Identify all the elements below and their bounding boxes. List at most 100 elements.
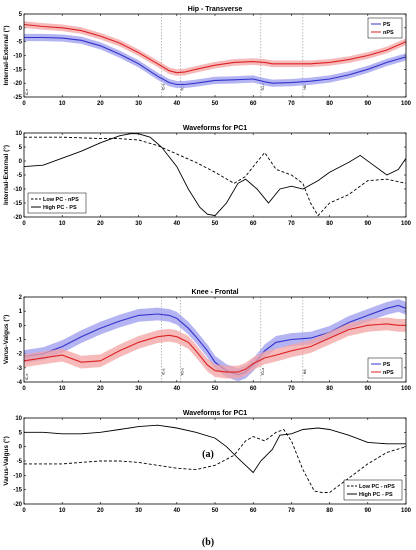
x-tick-label: 70 bbox=[288, 508, 295, 514]
x-tick-label: 20 bbox=[97, 508, 104, 514]
y-tick-label: -25 bbox=[13, 95, 22, 101]
y-tick-label: 5 bbox=[19, 145, 23, 151]
y-tick-label: -20 bbox=[13, 81, 22, 87]
legend-label: PS bbox=[383, 22, 391, 28]
x-tick-label: 20 bbox=[97, 386, 104, 392]
x-tick-label: 10 bbox=[59, 386, 66, 392]
y-tick-label: -5 bbox=[17, 173, 23, 179]
event-label: IC-a bbox=[162, 84, 166, 91]
event-label: TO-o bbox=[181, 368, 185, 376]
legend: Low PC - nPS High PC - PS bbox=[343, 479, 403, 501]
y-axis-label: Internal-External (°) bbox=[2, 145, 10, 205]
y-tick-label: -1 bbox=[17, 338, 23, 344]
y-tick-label: -20 bbox=[13, 502, 22, 508]
caption-b: (b) bbox=[201, 537, 215, 548]
x-tick-label: 30 bbox=[135, 101, 142, 107]
y-tick-label: -10 bbox=[13, 54, 22, 60]
legend-label: High PC - PS bbox=[43, 205, 77, 211]
x-tick-label: 60 bbox=[250, 221, 257, 227]
plot-frame bbox=[23, 417, 407, 505]
legend-label: PS bbox=[383, 362, 391, 368]
x-tick-label: 80 bbox=[326, 386, 333, 392]
plot-frame bbox=[23, 132, 407, 218]
series-band-nPS bbox=[24, 317, 406, 379]
y-tick-label: -4 bbox=[17, 380, 23, 386]
y-tick-label: 0 bbox=[19, 159, 23, 165]
x-tick-label: 10 bbox=[59, 508, 66, 514]
y-axis-label: Varus-Valgus (°) bbox=[2, 315, 10, 365]
y-tick-label: -15 bbox=[13, 488, 22, 494]
y-tick-label: -2 bbox=[17, 352, 23, 358]
x-tick-label: 100 bbox=[401, 221, 412, 227]
chart-hip-pc1: Waveforms for PC1 Internal-External (°) 0 1… bbox=[2, 125, 412, 227]
legend-box bbox=[343, 479, 403, 501]
legend: PS nPS bbox=[367, 17, 403, 39]
y-tick-label: 0 bbox=[19, 323, 23, 329]
y-axis-label: Varus-Valgus (°) bbox=[2, 436, 10, 486]
x-tick-label: 60 bbox=[250, 386, 257, 392]
plot-frame bbox=[23, 296, 407, 383]
x-tick-label: 50 bbox=[212, 101, 219, 107]
y-tick-label: -20 bbox=[13, 215, 22, 221]
x-tick-label: 90 bbox=[364, 101, 371, 107]
series-band-nPS bbox=[24, 21, 406, 76]
legend-box bbox=[367, 357, 403, 379]
event-label: IC-e bbox=[25, 374, 29, 381]
x-tick-label: 40 bbox=[173, 101, 180, 107]
series-line-High PC - PS bbox=[24, 133, 406, 217]
x-tick-label: 10 bbox=[59, 101, 66, 107]
y-tick-label: 10 bbox=[15, 416, 22, 422]
legend-label: nPS bbox=[383, 30, 394, 36]
x-tick-label: 0 bbox=[22, 508, 26, 514]
x-tick-label: 80 bbox=[326, 508, 333, 514]
y-tick-label: -10 bbox=[13, 473, 22, 479]
y-tick-label: -5 bbox=[17, 40, 23, 46]
x-tick-label: 20 bbox=[97, 221, 104, 227]
y-tick-label: 10 bbox=[15, 131, 22, 137]
series-line-nPS bbox=[24, 23, 406, 74]
x-tick-label: 0 bbox=[22, 101, 26, 107]
series-line-Low PC - nPS bbox=[24, 136, 406, 217]
x-tick-label: 90 bbox=[364, 508, 371, 514]
legend-label: nPS bbox=[383, 370, 394, 376]
chart-hip-transverse: Hip - Transverse Internal-External (°) 0 10… bbox=[2, 6, 412, 107]
x-tick-label: 50 bbox=[212, 386, 219, 392]
series-line-Low PC - nPS bbox=[24, 428, 406, 493]
legend-label: Low PC - nPS bbox=[359, 484, 395, 490]
event-label: TO-a bbox=[261, 368, 265, 376]
x-tick-label: 10 bbox=[59, 221, 66, 227]
series-line-nPS bbox=[24, 323, 406, 373]
legend-label: High PC - PS bbox=[359, 492, 393, 498]
chart-knee-frontal: Knee - Frontal Varus-Valgus (°) 0 10 20 30 40 5… bbox=[2, 289, 412, 392]
x-tick-label: 70 bbox=[288, 101, 295, 107]
x-tick-label: 60 bbox=[250, 508, 257, 514]
legend: Low PC - nPS High PC - PS bbox=[27, 192, 87, 214]
x-tick-label: 40 bbox=[173, 386, 180, 392]
event-label: HA bbox=[303, 84, 307, 90]
plot-frame bbox=[23, 13, 407, 98]
plot-area bbox=[24, 424, 406, 493]
legend-box bbox=[27, 192, 87, 214]
y-tick-label: 5 bbox=[19, 12, 23, 18]
y-tick-label: -3 bbox=[17, 366, 23, 372]
chart-title: Knee - Frontal bbox=[191, 289, 238, 296]
legend-label: Low PC - nPS bbox=[43, 197, 79, 203]
event-label: TO-a bbox=[261, 83, 265, 91]
chart-title: Waveforms for PC1 bbox=[183, 410, 247, 417]
x-tick-label: 50 bbox=[212, 508, 219, 514]
x-tick-label: 30 bbox=[135, 386, 142, 392]
x-tick-label: 40 bbox=[173, 221, 180, 227]
y-tick-label: -5 bbox=[17, 459, 23, 465]
plot-area: IC-eIC-aTO-oTO-aHA bbox=[24, 14, 406, 97]
x-tick-label: 90 bbox=[364, 221, 371, 227]
series-band-PS bbox=[24, 33, 406, 89]
x-tick-label: 30 bbox=[135, 221, 142, 227]
x-tick-label: 20 bbox=[97, 101, 104, 107]
x-tick-label: 100 bbox=[401, 508, 412, 514]
y-tick-label: -15 bbox=[13, 201, 22, 207]
y-tick-label: -10 bbox=[13, 187, 22, 193]
y-tick-label: 0 bbox=[19, 26, 23, 32]
legend-box bbox=[367, 17, 403, 39]
